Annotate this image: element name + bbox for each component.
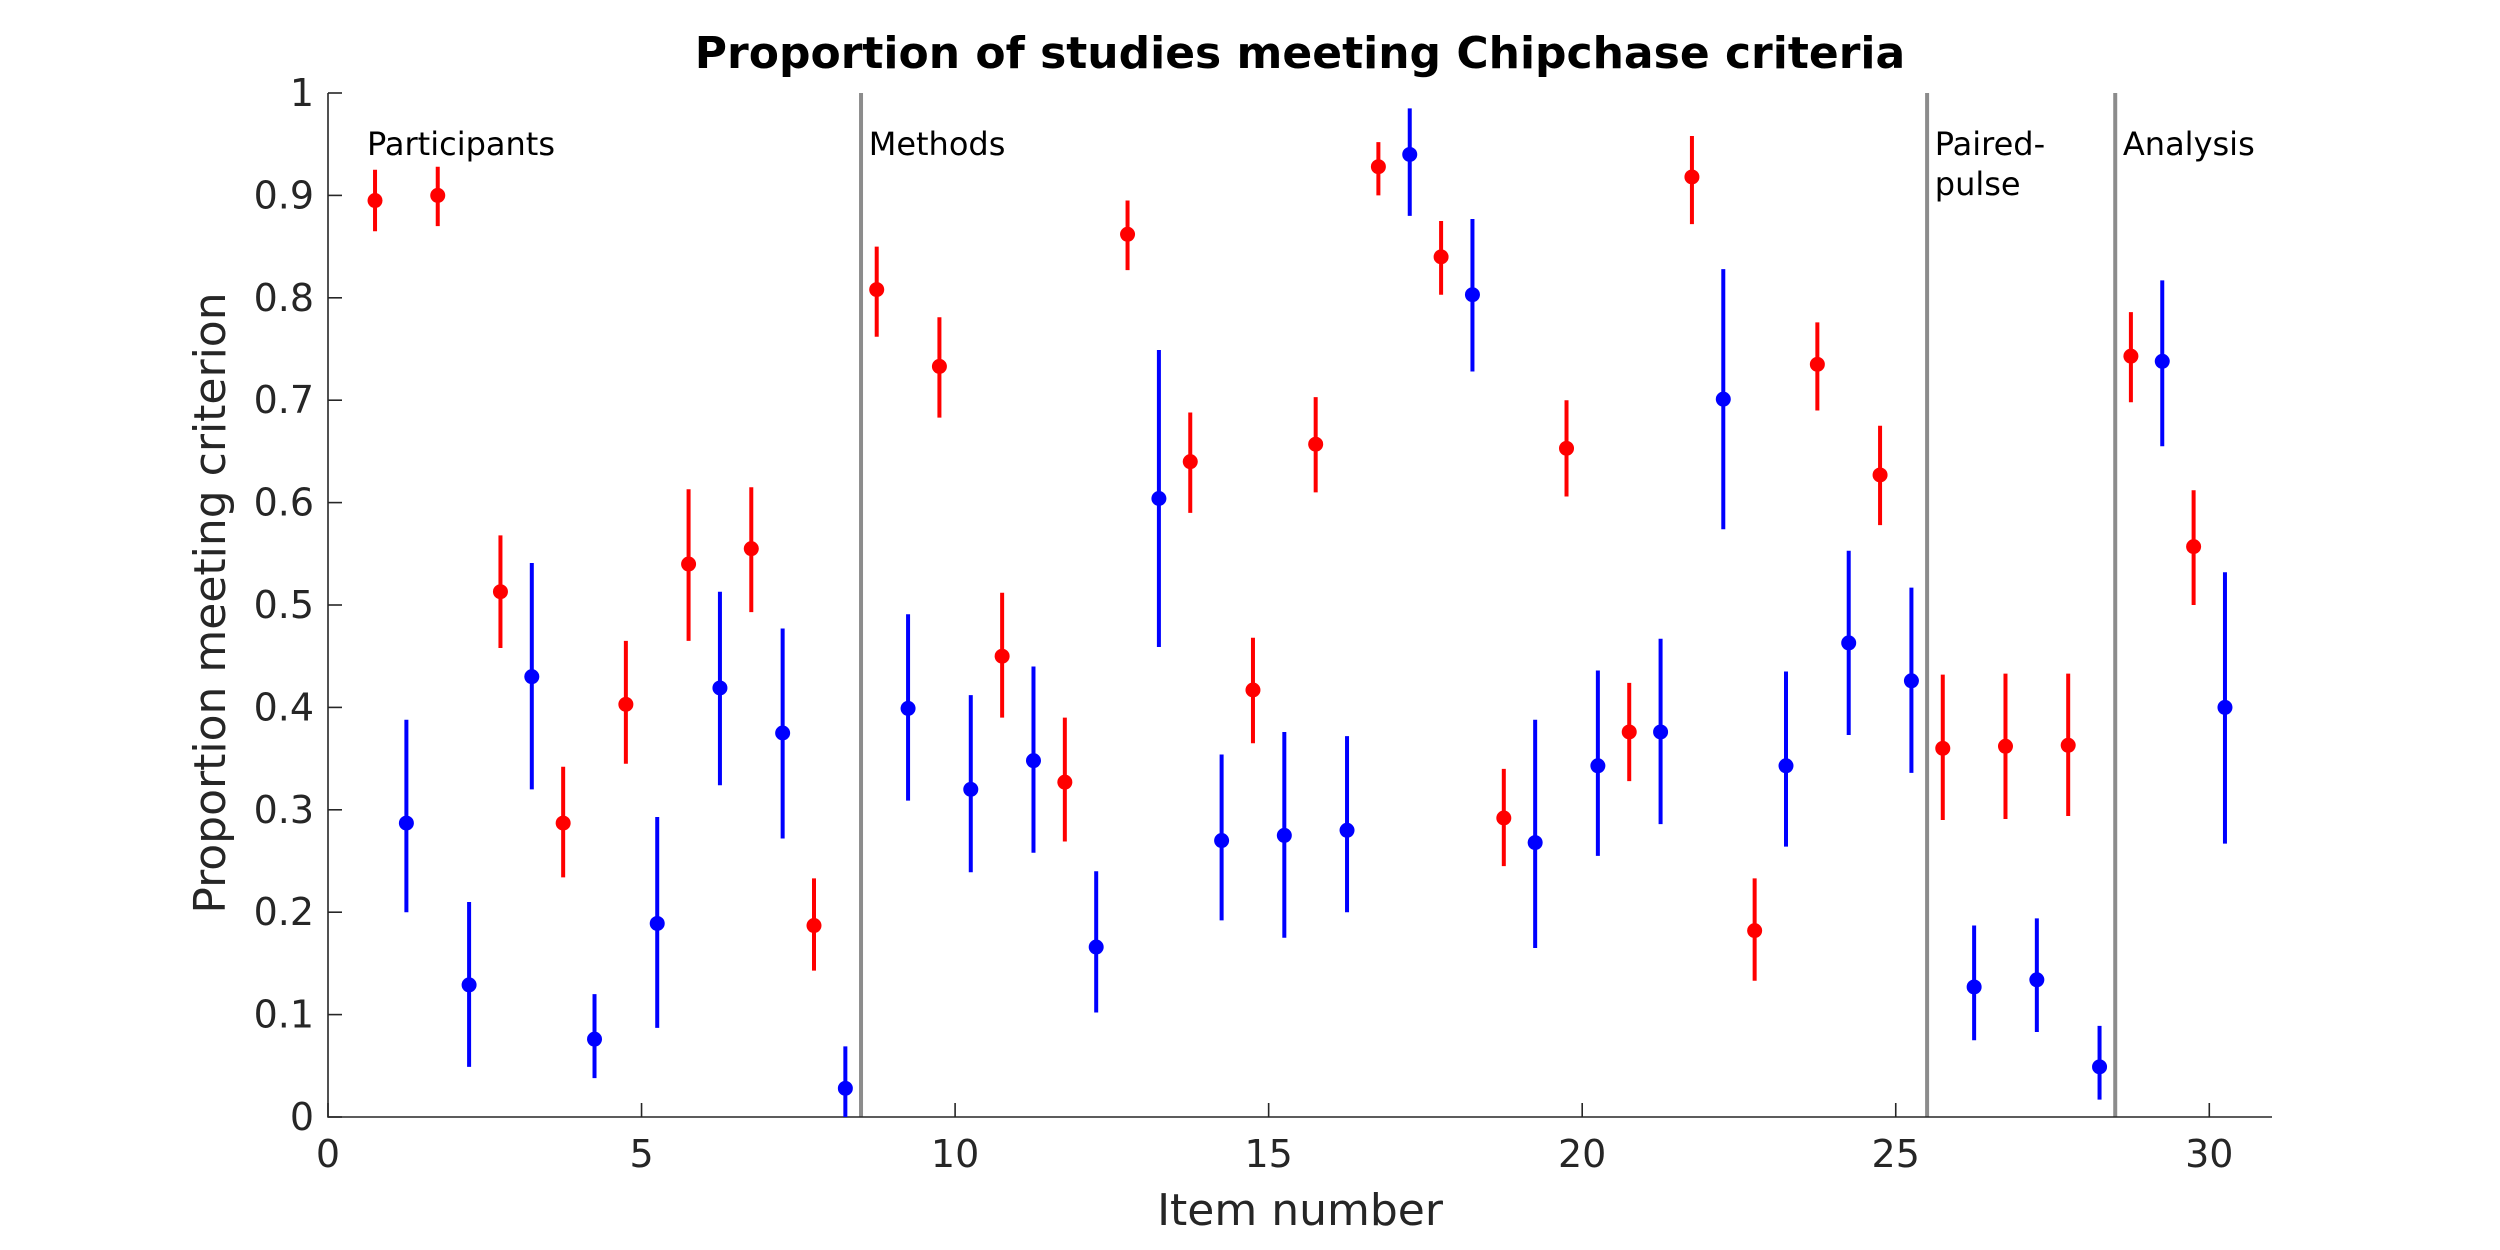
data-point bbox=[1245, 682, 1261, 698]
series-0 bbox=[367, 136, 2202, 981]
data-point bbox=[1590, 758, 1606, 774]
data-point bbox=[1496, 810, 1512, 826]
data-point bbox=[618, 696, 634, 712]
data-marks bbox=[367, 108, 2233, 1117]
y-tick-label: 0.5 bbox=[254, 583, 314, 627]
data-point bbox=[492, 584, 508, 600]
section-label: Paired- bbox=[1935, 125, 2045, 163]
data-point bbox=[1214, 833, 1230, 849]
data-point bbox=[1778, 758, 1794, 774]
x-tick-label: 5 bbox=[629, 1132, 653, 1176]
data-point bbox=[649, 915, 665, 931]
y-tick-label: 0.1 bbox=[254, 993, 314, 1037]
y-tick-label: 0.3 bbox=[254, 788, 314, 832]
data-point bbox=[1653, 724, 1669, 740]
data-point bbox=[587, 1031, 603, 1047]
data-point bbox=[524, 669, 540, 685]
data-point bbox=[1120, 226, 1136, 242]
data-point bbox=[1966, 979, 1982, 995]
data-point bbox=[1809, 356, 1825, 372]
y-tick-label: 0.7 bbox=[254, 378, 314, 422]
data-point bbox=[1025, 753, 1041, 769]
data-point bbox=[2154, 353, 2170, 369]
x-tick-label: 15 bbox=[1244, 1132, 1292, 1176]
data-point bbox=[430, 187, 446, 203]
data-point bbox=[1276, 827, 1292, 843]
data-point bbox=[743, 541, 759, 557]
data-point bbox=[2123, 348, 2139, 364]
data-point bbox=[555, 815, 571, 831]
data-point bbox=[712, 680, 728, 696]
y-tick-label: 1 bbox=[290, 71, 314, 115]
data-point bbox=[1715, 391, 1731, 407]
section-dividers bbox=[859, 93, 2118, 1117]
data-point bbox=[1684, 169, 1700, 185]
data-point bbox=[1308, 436, 1324, 452]
data-point bbox=[1621, 724, 1637, 740]
data-point bbox=[1841, 635, 1857, 651]
data-point bbox=[931, 358, 947, 374]
data-point bbox=[1402, 146, 1418, 162]
x-tick-label: 20 bbox=[1558, 1132, 1606, 1176]
data-point bbox=[681, 556, 697, 572]
y-tick-label: 0.6 bbox=[254, 481, 314, 525]
y-tick-label: 0.9 bbox=[254, 173, 314, 217]
data-point bbox=[806, 918, 822, 934]
data-point bbox=[1935, 740, 1951, 756]
data-point bbox=[963, 781, 979, 797]
section-label: Methods bbox=[869, 125, 1006, 163]
section-label: Participants bbox=[367, 125, 555, 163]
y-tick-label: 0.8 bbox=[254, 276, 314, 320]
data-point bbox=[1903, 673, 1919, 689]
data-point bbox=[2186, 539, 2202, 555]
data-point bbox=[2092, 1059, 2108, 1075]
section-labels: Participants Methods Paired-pulse Analysis bbox=[367, 125, 2255, 203]
data-point bbox=[775, 725, 791, 741]
data-point bbox=[900, 700, 916, 716]
x-tick-label: 25 bbox=[1872, 1132, 1920, 1176]
data-point bbox=[1464, 287, 1480, 303]
x-tick-label: 30 bbox=[2185, 1132, 2233, 1176]
data-point bbox=[1182, 454, 1198, 470]
axis-frame bbox=[327, 93, 2272, 1118]
data-point bbox=[1088, 939, 1104, 955]
data-point bbox=[1747, 923, 1763, 939]
data-point bbox=[1872, 467, 1888, 483]
y-tick-label: 0.2 bbox=[254, 890, 314, 934]
data-point bbox=[1527, 835, 1543, 851]
data-point bbox=[1433, 249, 1449, 265]
x-tick-label: 10 bbox=[931, 1132, 979, 1176]
data-point bbox=[367, 193, 383, 209]
section-label: pulse bbox=[1935, 165, 2021, 203]
data-point bbox=[398, 815, 414, 831]
chart-title: Proportion of studies meeting Chipchase … bbox=[695, 28, 1905, 79]
data-point bbox=[1370, 159, 1386, 175]
data-point bbox=[461, 977, 477, 993]
data-point bbox=[1057, 774, 1073, 790]
data-point bbox=[2029, 972, 2045, 988]
data-point bbox=[1339, 822, 1355, 838]
data-point bbox=[2060, 737, 2076, 753]
data-point bbox=[1151, 491, 1167, 507]
x-axis-label: Item number bbox=[1157, 1185, 1444, 1236]
section-label: Analysis bbox=[2123, 125, 2255, 163]
y-tick-label: 0.4 bbox=[254, 685, 314, 729]
data-point bbox=[1997, 738, 2013, 754]
data-point bbox=[2217, 699, 2233, 715]
axes: 00.10.20.30.40.50.60.70.80.910 5 10 15 20 25 3… bbox=[254, 71, 2272, 1176]
data-point bbox=[1559, 440, 1575, 456]
y-tick-label: 0 bbox=[290, 1095, 314, 1139]
data-point bbox=[837, 1080, 853, 1096]
data-point bbox=[869, 282, 885, 298]
data-point bbox=[994, 648, 1010, 664]
series-1 bbox=[398, 108, 2233, 1117]
x-tick-label: 0 bbox=[316, 1132, 340, 1176]
y-axis-label: Proportion meeting criterion bbox=[185, 292, 236, 913]
